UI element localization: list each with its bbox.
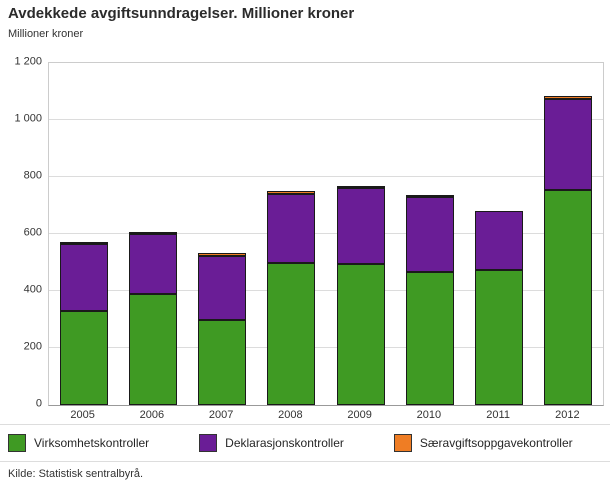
legend-swatch-green: [8, 434, 26, 452]
bar-segment-2011: [475, 270, 524, 405]
bar-2010: [405, 63, 454, 405]
y-axis-labels: 0 200 400 600 800 1 000 1 200: [0, 56, 42, 409]
y-tick-label: 400: [23, 283, 42, 296]
x-tick-label: 2011: [486, 409, 510, 421]
x-tick-label: 2007: [208, 409, 234, 421]
bar-segment-2006: [128, 294, 177, 405]
bar-segment-2010: [405, 196, 454, 272]
bar-2007: [198, 63, 247, 405]
plot-area: [48, 62, 604, 406]
bar-2008: [267, 63, 316, 405]
bar-segment-2008: [267, 190, 316, 195]
bar-slot: [118, 63, 187, 405]
bar-segment-2008: [267, 194, 316, 263]
y-tick-label: 1 200: [14, 55, 42, 68]
bar-2009: [336, 63, 385, 405]
bar-segment-2006: [128, 231, 177, 235]
bar-segment-2007: [198, 320, 247, 405]
x-axis-labels: 2005 2006 2007 2008 2009 2010 2011 2012: [48, 409, 602, 421]
bar-segment-2010: [405, 194, 454, 197]
legend-label: Deklarasjonskontroller: [225, 436, 344, 450]
y-tick-label: 200: [23, 340, 42, 353]
bar-segment-2012: [544, 190, 593, 405]
bar-segment-2008: [267, 262, 316, 405]
bar-segment-2006: [128, 234, 177, 295]
x-tick-label: 2010: [416, 409, 442, 421]
bar-slot: [534, 63, 603, 405]
bar-slot: [257, 63, 326, 405]
x-tick-label: 2006: [139, 409, 165, 421]
gridline: [49, 233, 603, 234]
bar-2012: [544, 63, 593, 405]
gridline: [49, 290, 603, 291]
source-text: Kilde: Statistisk sentralbyrå.: [8, 468, 144, 480]
gridline: [49, 347, 603, 348]
legend-item-saeravgiftsoppgavekontroller: Særavgiftsoppgavekontroller: [393, 434, 573, 452]
bar-segment-2005: [59, 241, 108, 244]
bar-segment-2007: [198, 255, 247, 321]
chart-title: Avdekkede avgiftsunndragelser. Millioner…: [8, 5, 355, 22]
bar-segment-2011: [475, 211, 524, 271]
y-axis-title: Millioner kroner: [8, 28, 84, 40]
bar-segment-2005: [59, 243, 108, 311]
legend-swatch-orange: [393, 434, 412, 452]
bar-2011: [475, 63, 524, 405]
x-tick-label: 2005: [70, 409, 95, 421]
legend-swatch-purple: [199, 434, 218, 452]
gridline: [49, 176, 603, 177]
legend-item-virksomhetskontroller: Virksomhetskontroller: [8, 434, 149, 452]
bar-2005: [59, 63, 108, 405]
x-tick-label: 2009: [347, 409, 372, 421]
x-tick-label: 2008: [278, 409, 303, 421]
bar-slot: [49, 63, 118, 405]
gridlines: [49, 63, 603, 405]
y-tick-label: 600: [23, 226, 42, 239]
y-tick-label: 800: [23, 169, 42, 182]
legend: Virksomhetskontroller Deklarasjonskontro…: [0, 424, 610, 462]
bar-slot: [188, 63, 257, 405]
legend-label: Virksomhetskontroller: [34, 436, 150, 450]
bar-segment-2010: [405, 271, 454, 405]
y-tick-label: 0: [35, 397, 42, 410]
bar-segment-2005: [59, 310, 108, 405]
y-tick-label: 1 000: [14, 112, 42, 125]
gridline: [49, 119, 603, 120]
bar-segment-2012: [544, 99, 593, 191]
bar-segment-2009: [336, 185, 385, 189]
bar-2006: [128, 63, 177, 405]
legend-item-deklarasjonskontroller: Deklarasjonskontroller: [199, 434, 344, 452]
bar-segment-2009: [336, 263, 385, 405]
bar-segment-2009: [336, 188, 385, 264]
bar-slot: [465, 63, 534, 405]
bar-segment-2012: [544, 95, 593, 100]
bar-slot: [326, 63, 395, 405]
bar-segment-2007: [198, 252, 247, 256]
x-tick-label: 2012: [555, 409, 580, 421]
legend-label: Særavgiftsoppgavekontroller: [419, 436, 573, 450]
bars: [49, 63, 603, 405]
bar-slot: [395, 63, 464, 405]
